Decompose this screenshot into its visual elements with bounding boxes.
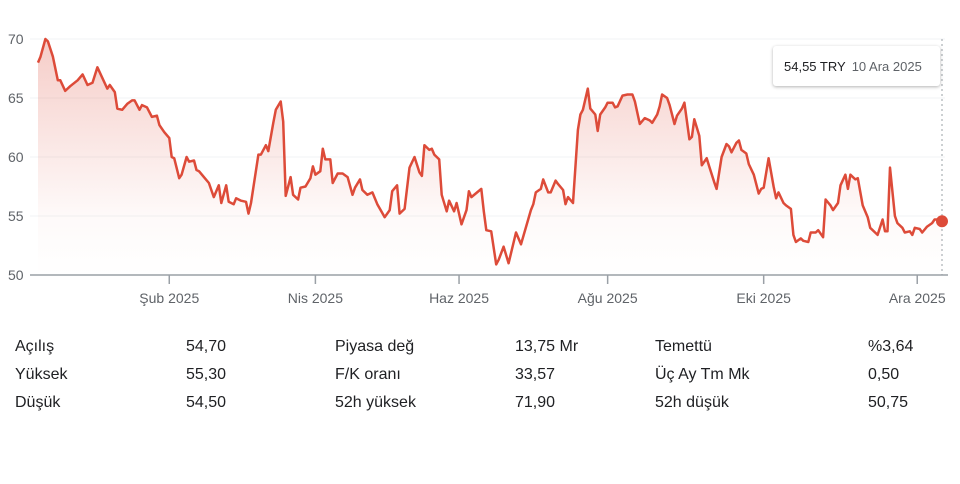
y-axis: 50 55 60 65 70 [8,31,24,283]
stat-label: Açılış [15,338,55,355]
y-tick-label: 55 [8,208,24,224]
price-chart[interactable]: 50 55 60 65 70 Şub 2025 Nis 2025 Haz 2025 Ağu 2… [0,0,960,320]
price-area-fill [38,39,942,275]
y-tick-label: 65 [8,90,24,106]
stat-label: Yüksek [15,366,68,383]
price-line [36,37,943,266]
x-tick-label: Nis 2025 [288,290,343,306]
current-price-dot [936,215,948,228]
stat-value: 71,90 [515,394,556,411]
x-tick-label: Şub 2025 [139,290,199,306]
stat-label: F/K oranı [335,366,401,383]
stat-value: 13,75 Mr [515,338,579,355]
stat-value: 0,50 [868,366,900,383]
x-axis: Şub 2025 Nis 2025 Haz 2025 Ağu 2025 Eki 2025… [139,275,946,306]
x-tick-label: Haz 2025 [429,290,489,306]
stat-value: 54,70 [186,338,227,355]
x-tick-label: Ağu 2025 [578,290,638,306]
stat-value: 55,30 [186,366,227,383]
x-tick-label: Eki 2025 [736,290,791,306]
y-tick-label: 70 [8,31,24,47]
stat-label: 52h düşük [655,394,729,411]
price-tooltip: 54,55 TRY 10 Ara 2025 [773,46,940,86]
tooltip-price: 54,55 TRY [784,58,846,74]
stat-label: Düşük [15,394,61,411]
x-tick-label: Ara 2025 [889,290,946,306]
y-tick-label: 60 [8,149,24,165]
stat-value: %3,64 [868,338,914,355]
stat-value: 33,57 [515,366,556,383]
stat-value: 54,50 [186,394,227,411]
stat-value: 50,75 [868,394,909,411]
stat-label: Temettü [655,338,712,355]
stat-label: Piyasa değ [335,338,415,355]
stat-label: Üç Ay Tm Mk [655,366,750,383]
tooltip-date: 10 Ara 2025 [851,58,922,74]
stat-label: 52h yüksek [335,394,416,411]
y-tick-label: 50 [8,267,24,283]
